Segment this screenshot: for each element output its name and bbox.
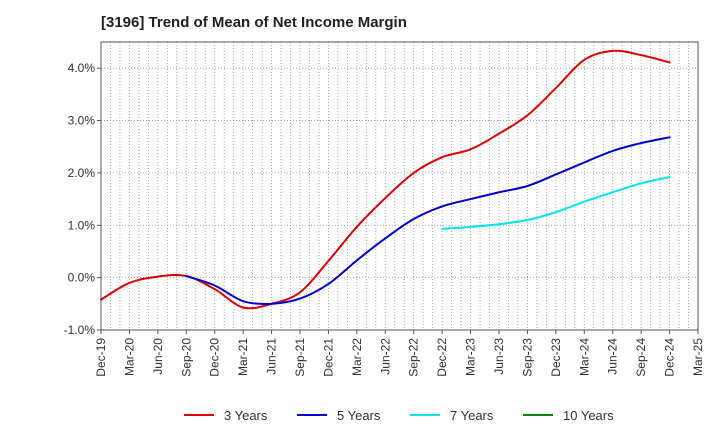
x-tick-label: Dec-22 bbox=[435, 338, 449, 377]
x-tick-label: Jun-24 bbox=[606, 338, 620, 375]
x-tick-label: Sep-21 bbox=[293, 338, 307, 377]
legend-label: 3 Years bbox=[224, 408, 268, 423]
series-line-7-years bbox=[441, 176, 671, 230]
legend-label: 10 Years bbox=[563, 408, 614, 423]
y-tick-label: 1.0% bbox=[68, 218, 96, 232]
y-tick-label: 0.0% bbox=[68, 271, 96, 285]
x-tick-label: Mar-21 bbox=[236, 338, 250, 376]
x-tick-label: Mar-23 bbox=[464, 338, 478, 376]
legend-label: 5 Years bbox=[337, 408, 381, 423]
x-tick-label: Jun-22 bbox=[378, 338, 392, 375]
x-tick-label: Jun-20 bbox=[151, 338, 165, 375]
x-tick-label: Sep-23 bbox=[520, 338, 534, 377]
y-tick-label: 2.0% bbox=[68, 166, 96, 180]
x-tick-label: Jun-23 bbox=[492, 338, 506, 375]
x-tick-label: Mar-20 bbox=[122, 338, 136, 376]
series-line-5-years bbox=[185, 136, 671, 306]
legend-item-3-years: 3 Years bbox=[184, 408, 268, 423]
x-tick-label: Dec-24 bbox=[663, 338, 677, 377]
y-tick-label: 3.0% bbox=[68, 114, 96, 128]
x-tick-label: Sep-24 bbox=[634, 338, 648, 377]
legend-item-7-years: 7 Years bbox=[410, 408, 494, 423]
x-tick-label: Dec-21 bbox=[321, 338, 335, 377]
x-tick-label: Sep-22 bbox=[407, 338, 421, 377]
x-tick-label: Jun-21 bbox=[265, 338, 279, 375]
x-tick-label: Dec-19 bbox=[94, 338, 108, 377]
chart-title: [3196] Trend of Mean of Net Income Margi… bbox=[101, 14, 407, 31]
x-tick-label: Dec-20 bbox=[208, 338, 222, 377]
legend-item-5-years: 5 Years bbox=[297, 408, 381, 423]
y-tick-label: -1.0% bbox=[64, 323, 96, 337]
y-tick-label: 4.0% bbox=[68, 61, 96, 75]
legend-item-10-years: 10 Years bbox=[523, 408, 614, 423]
legend-label: 7 Years bbox=[450, 408, 494, 423]
plot-frame bbox=[100, 41, 699, 331]
x-tick-label: Mar-24 bbox=[577, 338, 591, 376]
x-tick-label: Sep-20 bbox=[179, 338, 193, 377]
x-tick-label: Mar-25 bbox=[691, 338, 705, 376]
x-tick-label: Dec-23 bbox=[549, 338, 563, 377]
x-tick-label: Mar-22 bbox=[350, 338, 364, 376]
